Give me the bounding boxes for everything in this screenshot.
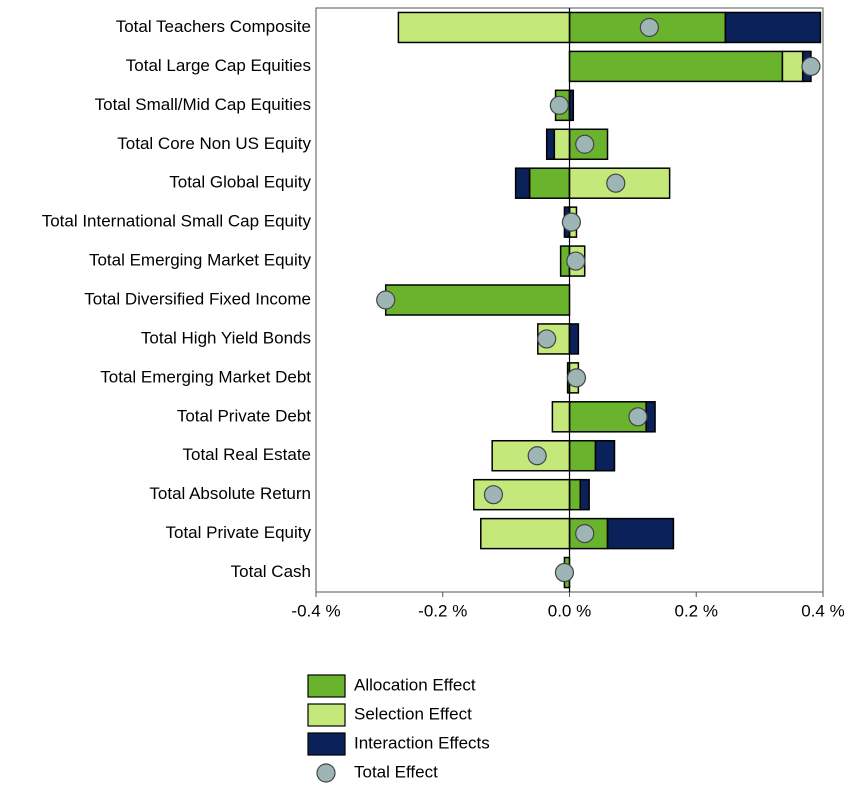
bar bbox=[606, 517, 675, 550]
y-tick-label: Total Private Equity bbox=[165, 523, 311, 542]
total-dot bbox=[801, 56, 821, 77]
total-dot bbox=[549, 95, 569, 115]
total-dot bbox=[483, 485, 504, 505]
total-dot bbox=[628, 407, 648, 427]
bar bbox=[594, 439, 616, 472]
legend-swatch bbox=[307, 674, 346, 698]
bar bbox=[553, 128, 571, 161]
bar bbox=[384, 284, 571, 316]
legend-label: Selection Effect bbox=[354, 704, 472, 723]
legend-label: Interaction Effects bbox=[354, 733, 490, 752]
bar bbox=[514, 167, 531, 199]
y-tick-label: Total Emerging Market Equity bbox=[89, 251, 312, 270]
bar bbox=[568, 478, 582, 511]
y-tick-label: Total Core Non US Equity bbox=[117, 134, 311, 153]
legend-label: Allocation Effect bbox=[354, 675, 476, 694]
y-tick-label: Total Private Debt bbox=[177, 406, 311, 425]
y-tick-label: Total International Small Cap Equity bbox=[42, 212, 312, 231]
total-dot bbox=[554, 562, 575, 583]
y-tick-label: Total Small/Mid Cap Equities bbox=[95, 95, 311, 114]
y-tick-label: Total Teachers Composite bbox=[116, 17, 311, 36]
y-tick-label: Total Large Cap Equities bbox=[126, 56, 311, 75]
legend-swatch bbox=[307, 732, 346, 756]
legend-swatch bbox=[316, 763, 336, 783]
x-tick-label: 0.4 % bbox=[801, 601, 844, 620]
x-tick-label: 0.0 % bbox=[548, 601, 591, 620]
y-tick-label: Total Diversified Fixed Income bbox=[84, 289, 311, 308]
total-dot bbox=[566, 368, 587, 388]
x-tick-label: -0.4 % bbox=[291, 601, 340, 620]
bar bbox=[551, 401, 571, 433]
bar bbox=[724, 11, 822, 44]
legend-swatch bbox=[307, 703, 346, 727]
bar bbox=[491, 439, 571, 472]
y-tick-label: Total Absolute Return bbox=[149, 484, 311, 503]
total-dot bbox=[527, 446, 547, 466]
total-dot bbox=[376, 290, 396, 310]
bar bbox=[545, 128, 556, 161]
y-tick-label: Total Global Equity bbox=[169, 173, 311, 192]
total-dot bbox=[575, 523, 595, 544]
bar bbox=[568, 439, 597, 472]
total-dot bbox=[537, 329, 557, 349]
y-tick-label: Total Real Estate bbox=[182, 445, 311, 464]
y-tick-label: Total Cash bbox=[231, 562, 311, 581]
y-tick-label: Total Emerging Market Debt bbox=[100, 367, 311, 386]
x-tick-label: -0.2 % bbox=[418, 601, 467, 620]
bar bbox=[568, 323, 580, 355]
total-dot bbox=[606, 173, 626, 193]
total-dot bbox=[575, 134, 595, 154]
bar bbox=[781, 50, 804, 83]
y-tick-label: Total High Yield Bonds bbox=[141, 328, 311, 347]
total-dot bbox=[566, 251, 586, 271]
bar bbox=[480, 517, 571, 550]
bar bbox=[579, 478, 590, 511]
bar bbox=[397, 11, 571, 44]
bar bbox=[568, 50, 784, 83]
bar bbox=[528, 167, 571, 199]
legend-label: Total Effect bbox=[354, 762, 438, 781]
x-tick-label: 0.2 % bbox=[675, 601, 718, 620]
total-dot bbox=[561, 212, 582, 232]
total-dot bbox=[639, 17, 659, 38]
